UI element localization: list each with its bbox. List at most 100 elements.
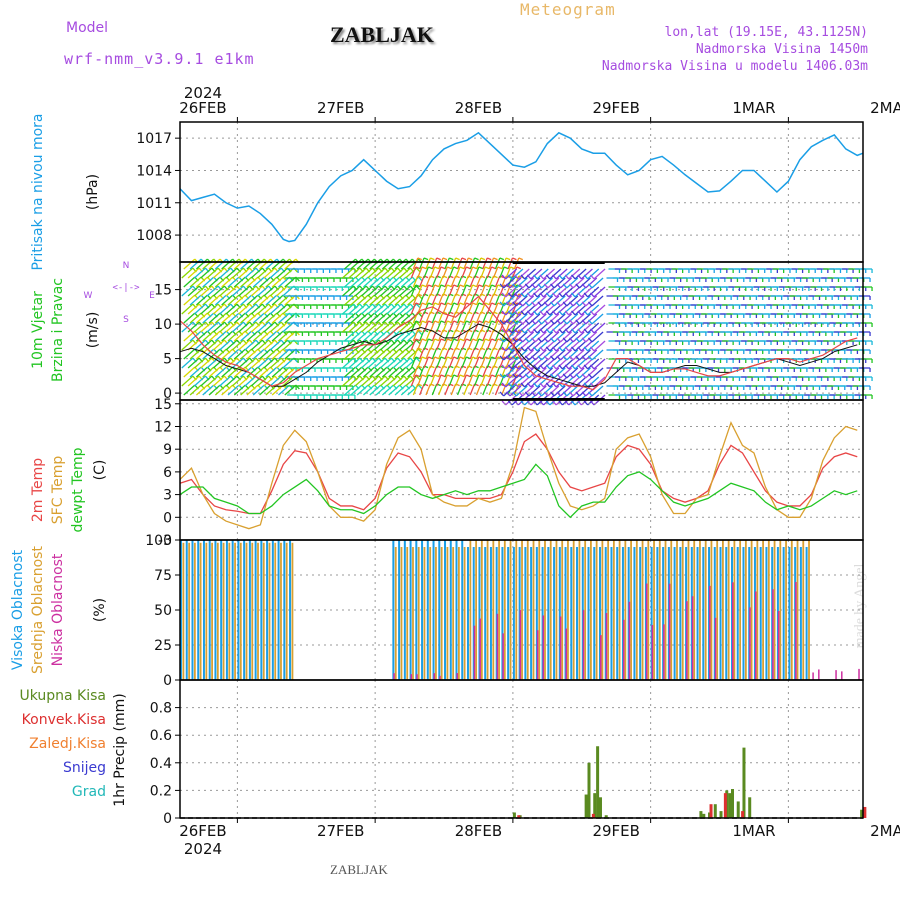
wind-barb [362,348,375,360]
wind-barb-flag [533,382,538,388]
wind-barb-flag [556,301,561,307]
wind-barb [221,330,234,342]
wind-barb [252,330,265,342]
cloud-mid-bar [412,547,414,680]
cloud-mid-bar [722,540,724,680]
y-tick-label: 10 [154,317,172,333]
wind-barb [543,340,555,352]
wind-barb [442,356,448,369]
wind-barb [572,385,585,397]
cloud-unit: (%) [92,598,108,622]
wind-barb [202,276,215,288]
wind-barb [505,376,518,388]
wind-barb [227,330,240,342]
wind-barb-flag [587,301,593,307]
wind-barb [436,356,442,369]
wind-barb [263,285,276,297]
wind-barb [342,375,354,387]
wind-barb [580,268,593,280]
cloud-mid-bar [251,542,254,680]
wind-barb [257,303,269,315]
wind-barb [456,311,463,324]
wind-barb [362,276,375,288]
cloud-high-bar [759,547,762,680]
wind-barb [252,366,265,378]
wind-barb-flag [453,302,458,306]
wind-barb-flag [455,257,460,261]
wind-barb [388,276,401,288]
wind-barb [240,276,253,288]
wind-barb [463,257,469,270]
wind-barb-flag [571,328,576,334]
wind-barb [410,266,417,279]
cloud-low-bar [393,673,395,680]
wind-barb [259,258,271,270]
wind-barb [522,313,535,325]
wind-barb-flag [564,292,570,298]
cloud-mid-bar [796,540,799,680]
wind-barb [369,348,382,360]
wind-barb [456,257,463,270]
wind-barb-flag [558,364,563,370]
cloud-mid-bar [744,540,747,680]
wind-barb-flag [552,274,557,280]
wind-barb [448,320,455,333]
y-tick-label: 75 [154,568,172,584]
wind-barb [375,312,388,324]
cloud-high-bar [587,547,590,680]
wind-barb-flag [550,337,555,343]
wind-barb [555,376,568,388]
wind-barb [475,329,482,342]
wind-barb [257,285,269,297]
wind-barb-flag [533,400,538,406]
wind-barb [373,375,386,387]
wind-barb [269,375,282,387]
wind-barb [193,321,206,333]
wind-barb [202,330,215,342]
cloud-mid-bar [532,540,535,680]
wind-barb [429,302,436,315]
wind-barb [568,340,581,352]
cloud-high-bar [208,540,211,680]
cloud-high-bar [202,540,205,680]
wind-barb-flag [421,266,427,270]
wind-barb [183,276,196,288]
wind-barb [448,356,455,369]
cloud-mid-bar [503,540,506,680]
wind-barb [276,357,288,369]
wind-barb-flag [571,364,576,370]
cloud-low-bar [416,674,418,680]
wind-barb [386,321,399,333]
wind-barb [284,276,297,288]
wind-barb-flag [581,373,587,379]
wind-barb-flag [466,356,471,360]
cloud-mid-bar [567,540,569,680]
wind-barb [543,376,555,388]
cloud-mid-bar [400,547,403,680]
wind-barb [580,322,593,334]
wind-barb [530,268,543,280]
wind-barb [269,303,282,315]
wind-barb [463,347,469,360]
cloud-high-bar [799,547,802,680]
wind-barb-flag [562,373,568,379]
wind-barb [456,383,463,396]
wind-barb [461,284,467,297]
wind-barb [469,347,476,360]
precip-total-bar [604,815,608,818]
wind-barb-flag [480,257,486,261]
wind-barb [436,374,442,387]
cloud-high-bar [271,540,274,680]
cloud-mid-bar [561,540,564,680]
wind-barb [511,340,524,352]
wind-barb [212,285,225,297]
wind-barb [568,358,581,370]
wind-barb [438,275,444,288]
wind-barb-flag [512,373,517,379]
dewpoint-label: dewpt Temp [70,447,86,532]
wind-barb-flag [531,373,536,379]
wind-barb [189,276,202,288]
wind-barb-flag [545,364,551,370]
wind-barb [208,384,221,396]
wind-barb [562,340,574,352]
